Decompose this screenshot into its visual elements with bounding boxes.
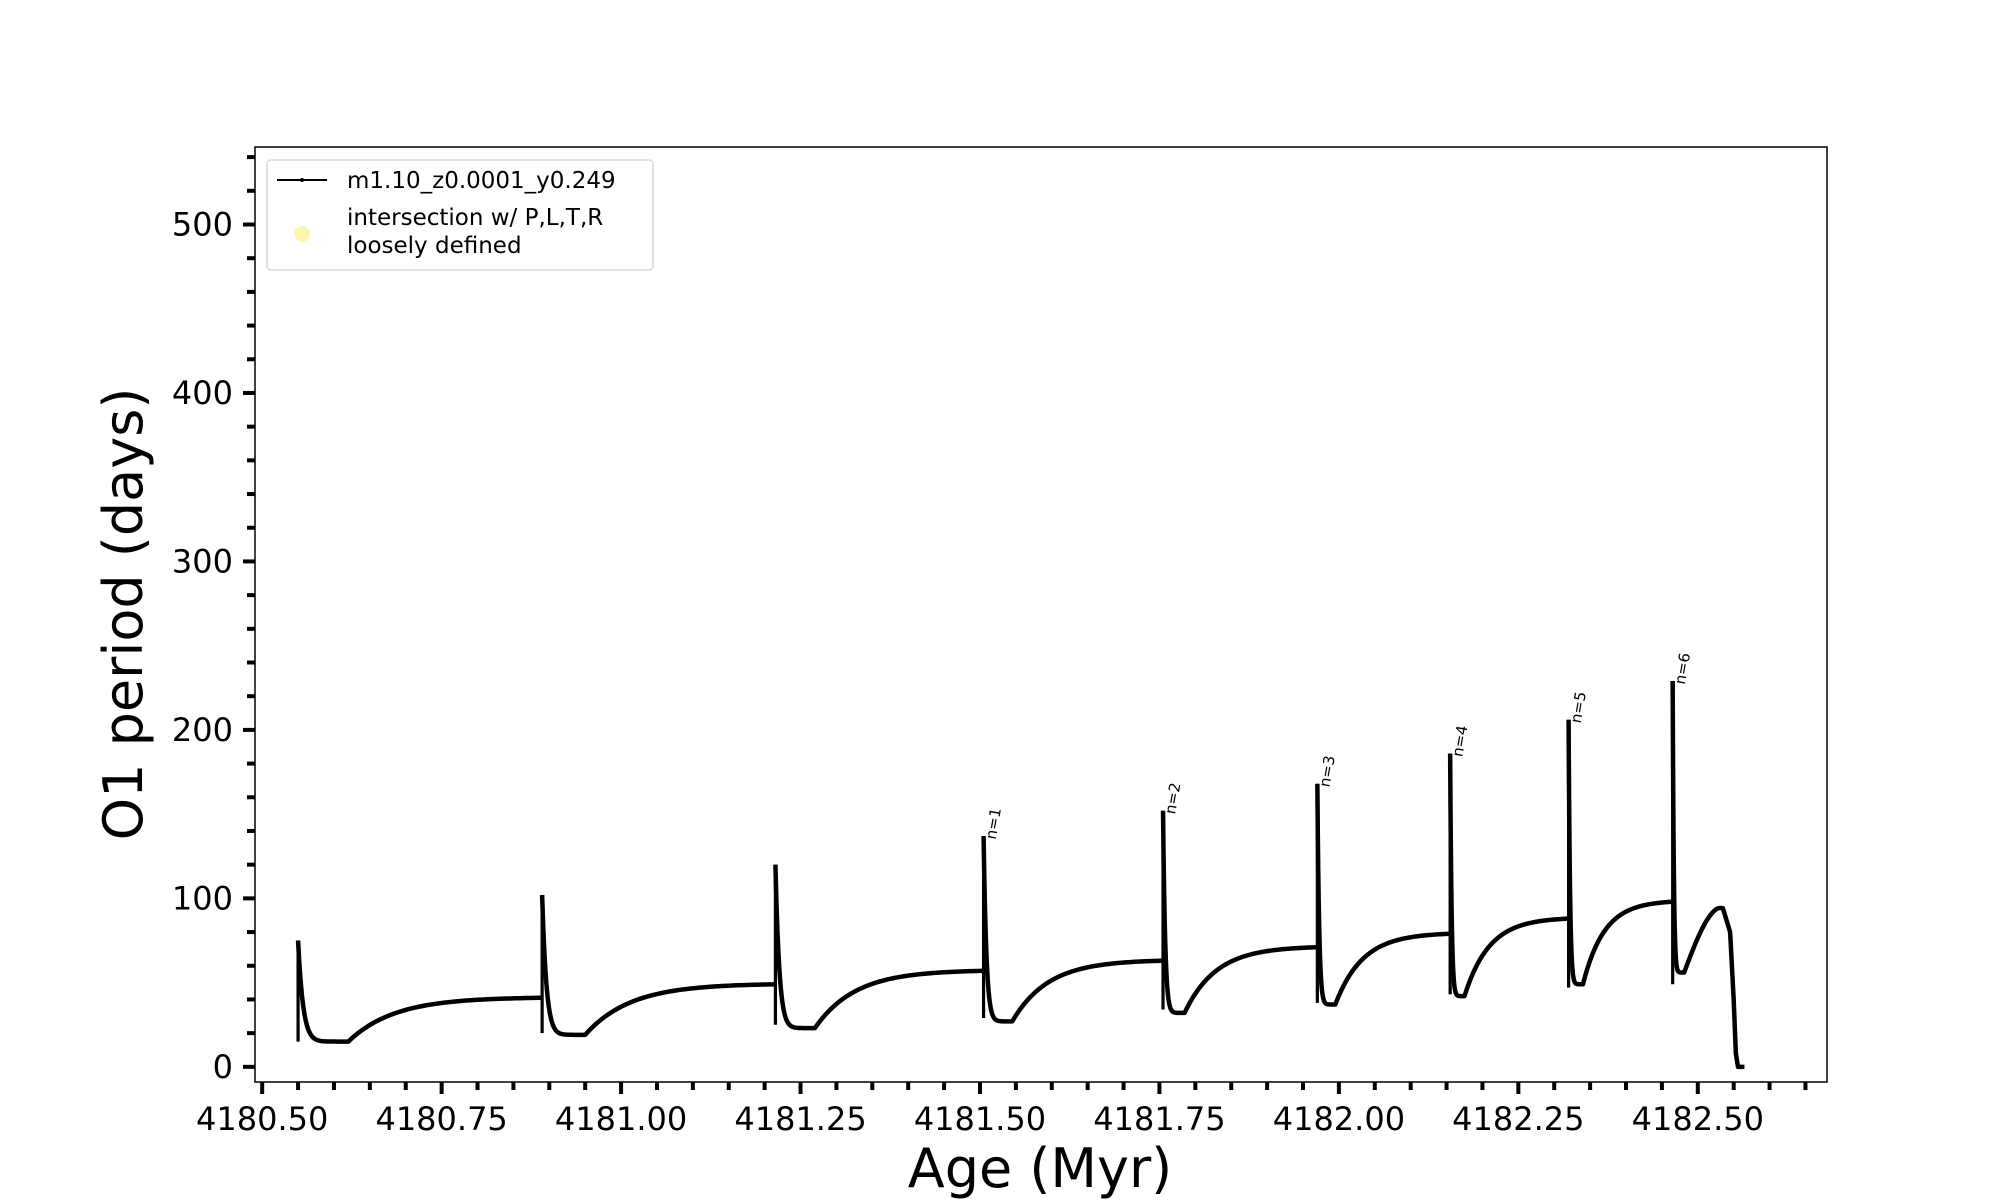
series-line	[1670, 681, 1745, 1070]
legend-box	[266, 159, 654, 271]
x-tick-label: 4181.50	[914, 1100, 1046, 1138]
y-tick-label: 0	[213, 1048, 233, 1086]
x-tick-label: 4182.50	[1632, 1100, 1764, 1138]
legend: m1.10_z0.0001_y0.249 intersection w/ P,L…	[266, 159, 654, 271]
legend-entry-series: m1.10_z0.0001_y0.249	[347, 168, 616, 194]
x-tick-label: 4180.50	[196, 1100, 328, 1138]
x-tick-label: 4181.25	[734, 1100, 866, 1138]
annotation-label: n=4	[1448, 724, 1471, 758]
series-line	[1566, 719, 1674, 987]
legend-entry-intersection-line1: intersection w/ P,L,T,R	[347, 205, 603, 231]
y-tick-label: 500	[172, 205, 233, 243]
legend-entry-intersection-line2: loosely defined	[347, 233, 522, 259]
series-line	[773, 864, 984, 1031]
annotation-label: n=1	[982, 806, 1005, 840]
x-tick-label: 4181.00	[555, 1100, 687, 1138]
annotation-label: n=2	[1161, 781, 1184, 815]
annotation-label: n=5	[1567, 690, 1590, 724]
legend-entry-intersection: intersection w/ P,L,T,R loosely defined	[347, 205, 611, 259]
ticks-layer: 0 100 200 300 400 500 4180.50 4180.75 4181.00 418…	[172, 155, 1808, 1138]
y-tick-label: 400	[172, 374, 233, 412]
x-tick-label: 4180.75	[375, 1100, 507, 1138]
annotation-label: n=3	[1316, 754, 1339, 788]
y-tick-label: 100	[172, 879, 233, 917]
series-layer	[295, 681, 1745, 1070]
series-line	[295, 940, 543, 1044]
x-axis-label: Age (Myr)	[908, 1137, 1173, 1200]
y-axis-label: O1 period (days)	[92, 388, 155, 841]
annotation-label: n=6	[1671, 651, 1694, 685]
series-line	[1160, 810, 1318, 1016]
annotations-layer: n=1 n=2 n=3 n=4 n=5 n=6	[982, 651, 1694, 840]
legend-dot-marker	[300, 178, 304, 182]
x-tick-label: 4181.75	[1093, 1100, 1225, 1138]
series-line	[1447, 753, 1570, 999]
series-line	[1315, 783, 1451, 1007]
legend-intersection-marker	[294, 226, 310, 242]
y-tick-label: 200	[172, 711, 233, 749]
series-line	[539, 894, 776, 1038]
x-tick-label: 4182.25	[1452, 1100, 1584, 1138]
y-tick-label: 300	[172, 542, 233, 580]
series-line	[981, 836, 1164, 1024]
x-tick-label: 4182.00	[1273, 1100, 1405, 1138]
plot-frame	[254, 146, 1828, 1083]
